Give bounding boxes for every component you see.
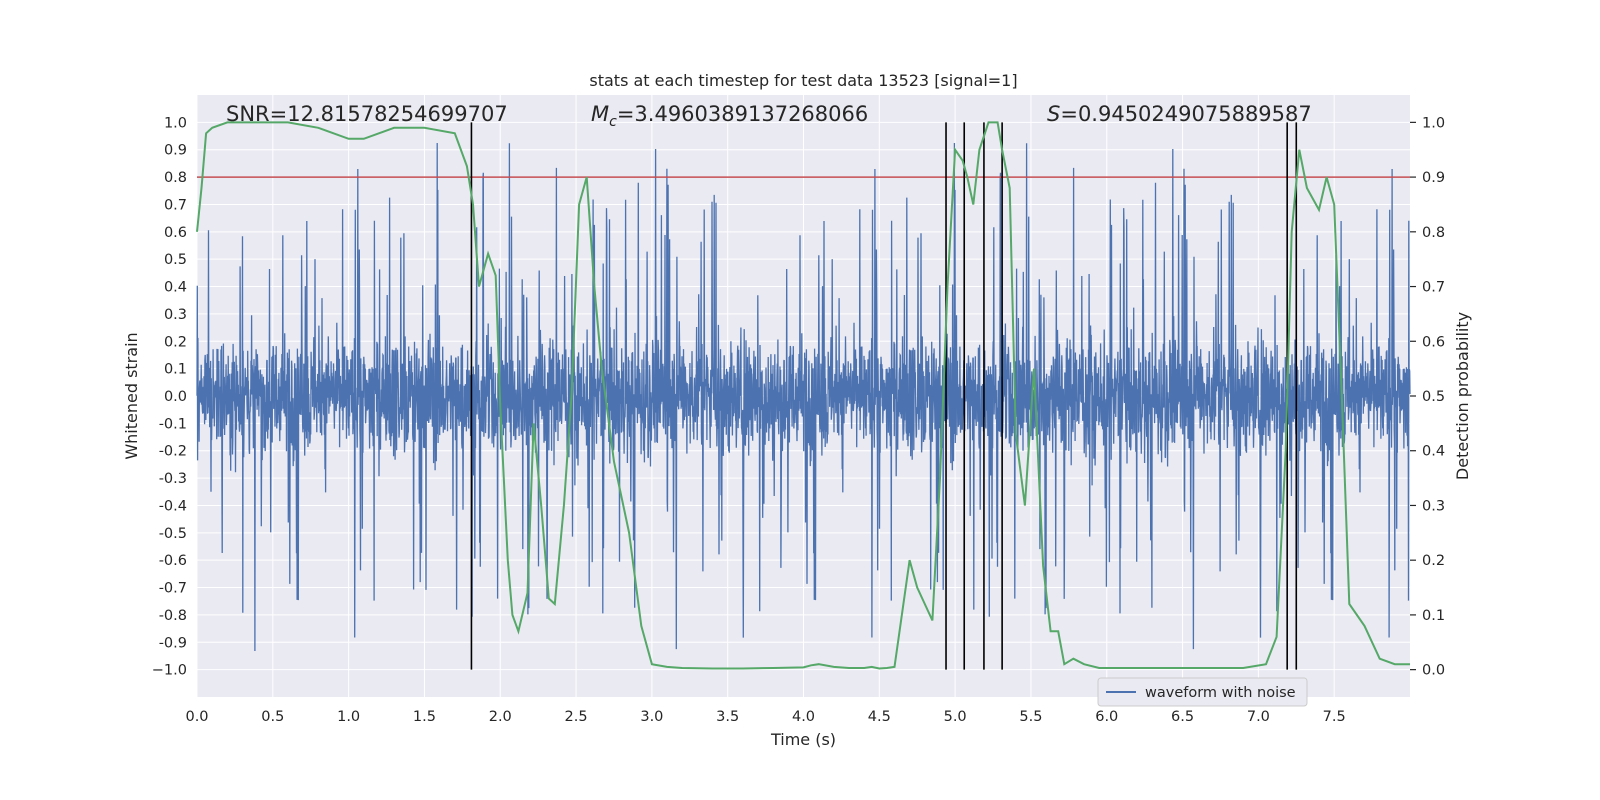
x-tick-label: 0.0 [185, 709, 208, 725]
y2-tick-label: 0.8 [1422, 225, 1445, 241]
x-tick-label: 6.5 [1171, 709, 1194, 725]
y-tick-label: 0.0 [164, 389, 187, 405]
snr-annotation: SNR=12.81578254699707 [226, 102, 508, 126]
waveform-path [196, 142, 1411, 652]
y-tick-label: 0.4 [164, 280, 187, 296]
x-tick-label: 2.5 [565, 709, 588, 725]
x-tick-label: 3.0 [640, 709, 663, 725]
x-tick-label: 4.0 [792, 709, 815, 725]
x-tick-label: 6.0 [1095, 709, 1118, 725]
y-tick-label: 0.1 [164, 362, 187, 378]
y-tick-label: 0.5 [164, 252, 187, 268]
y-tick-label: -0.5 [159, 526, 187, 542]
axes: 0.0 0.5 1.0 1.5 2.0 2.5 3.0 3.5 4.0 4.5 5.0 5.5 6.0 6… [152, 115, 1445, 725]
y-tick-label: -0.8 [159, 608, 187, 624]
mc-symbol: M [591, 102, 609, 126]
mc-value: =3.4960389137268066 [617, 102, 868, 126]
chart-title: stats at each timestep for test data 135… [589, 71, 1017, 90]
waveform-series [196, 142, 1411, 652]
y-tick-label: -0.2 [159, 444, 187, 460]
legend: waveform with noise [1097, 677, 1308, 707]
y-tick-label: 0.9 [164, 143, 187, 159]
x-axis-label: Time (s) [770, 730, 836, 749]
x-tick-label: 5.0 [944, 709, 967, 725]
y-tick-label: -0.4 [159, 498, 187, 514]
y-tick-label: 0.8 [164, 170, 187, 186]
y-tick-label: 0.7 [164, 197, 187, 213]
x-tick-label: 2.0 [489, 709, 512, 725]
s-symbol: S [1047, 102, 1060, 126]
x-tick-label: 3.5 [716, 709, 739, 725]
y-tick-label: -0.7 [159, 581, 187, 597]
y-tick-label: -0.1 [159, 416, 187, 432]
y2-tick-label: 0.7 [1422, 280, 1445, 296]
mc-subscript: c [609, 114, 617, 130]
x-tick-label: 7.5 [1323, 709, 1346, 725]
y-tick-label: -0.3 [159, 471, 187, 487]
chirp-mass-annotation: Mc=3.4960389137268066 [591, 102, 868, 130]
x-tick-label: 5.5 [1019, 709, 1042, 725]
probability-line [196, 121, 1410, 670]
y-tick-label: -0.6 [159, 553, 187, 569]
y2-tick-label: 0.6 [1422, 334, 1445, 350]
x-tick-label: 7.0 [1247, 709, 1270, 725]
s-value: =0.9450249075889587 [1060, 102, 1311, 126]
y-axis-label: Whitened strain [122, 332, 141, 459]
y-tick-label: 0.6 [164, 225, 187, 241]
x-tick-label: 4.5 [868, 709, 891, 725]
y2-tick-label: 1.0 [1422, 115, 1445, 131]
x-tick-label: 1.5 [413, 709, 436, 725]
y-tick-label: −1.0 [152, 663, 187, 679]
x-tick-label: 1.0 [337, 709, 360, 725]
y2-tick-label: 0.5 [1422, 389, 1445, 405]
s-annotation: S=0.9450249075889587 [1047, 102, 1312, 126]
y2-tick-label: 0.0 [1422, 663, 1445, 679]
y-tick-label: -0.9 [159, 635, 187, 651]
y2-tick-label: 0.9 [1422, 170, 1445, 186]
y2-tick-label: 0.3 [1422, 498, 1445, 514]
y2-axis-label: Detection probability [1453, 312, 1472, 480]
legend-label: waveform with noise [1145, 685, 1296, 701]
y-tick-label: 0.3 [164, 307, 187, 323]
y-tick-label: 1.0 [164, 115, 187, 131]
y2-tick-label: 0.2 [1422, 553, 1445, 569]
x-tick-label: 0.5 [261, 709, 284, 725]
y-tick-label: 0.2 [164, 334, 187, 350]
y2-tick-label: 0.4 [1422, 444, 1445, 460]
y2-tick-label: 0.1 [1422, 608, 1445, 624]
legend-box [1097, 677, 1308, 707]
